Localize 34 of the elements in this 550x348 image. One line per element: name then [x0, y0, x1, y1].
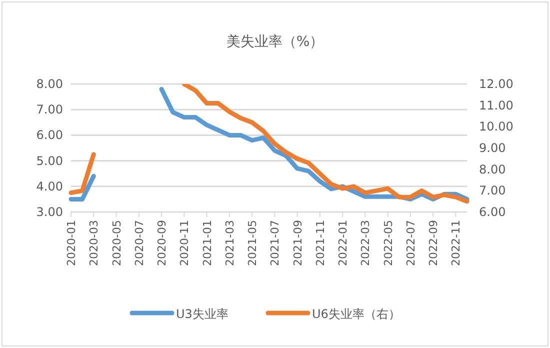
y2-tick-label: 7.00: [479, 184, 506, 198]
x-tick-label: 2021-07: [268, 220, 282, 266]
y-tick-label: 4.00: [36, 179, 63, 194]
y-tick-label: 6.00: [36, 128, 63, 142]
x-tick-label: 2021-01: [200, 220, 214, 266]
x-tick-label: 2022-11: [450, 220, 463, 266]
y-tick-label: 5.00: [36, 154, 63, 168]
y-tick-label: 3.00: [36, 205, 63, 219]
y2-tick-label: 6.00: [479, 205, 506, 219]
x-tick-label: 2020-01: [65, 220, 78, 266]
y2-tick-label: 12.00: [479, 77, 514, 91]
x-tick-label: 2022-05: [382, 220, 395, 266]
x-tick-label: 2020-07: [132, 220, 146, 266]
x-tick-label: 2020-05: [110, 220, 124, 266]
y-tick-label: 7.00: [36, 102, 63, 117]
x-tick-label: 2020-11: [178, 220, 192, 266]
legend-label: U3失业率: [176, 307, 228, 321]
x-tick-label: 2020-09: [156, 220, 169, 266]
x-tick-label: 2021-09: [291, 220, 304, 266]
x-tick-label: 2022-09: [427, 220, 440, 266]
legend-label: U6失业率（右）: [312, 307, 400, 321]
x-tick-label: 2020-03: [88, 220, 101, 266]
y-tick-label: 8.00: [36, 77, 63, 91]
y2-tick-label: 10.00: [479, 120, 514, 134]
y2-tick-label: 9.00: [479, 141, 506, 155]
x-tick-label: 2021-03: [223, 220, 236, 266]
chart-title: 美失业率（%）: [226, 34, 324, 50]
x-tick-label: 2021-05: [246, 220, 260, 266]
y2-tick-label: 8.00: [479, 162, 506, 176]
x-tick-label: 2021-11: [314, 220, 327, 266]
x-tick-label: 2022-03: [359, 220, 372, 266]
y2-tick-label: 11.00: [479, 98, 514, 112]
x-tick-label: 2022-07: [404, 220, 418, 266]
x-tick-label: 2022-01: [336, 220, 350, 266]
